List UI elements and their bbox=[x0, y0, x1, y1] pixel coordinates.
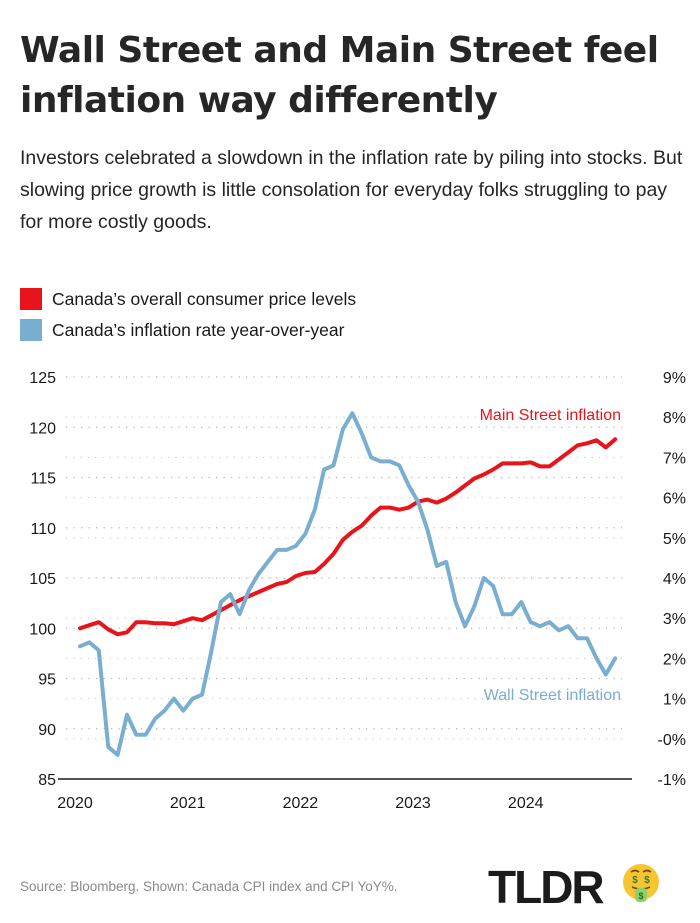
y-right-tick-label: 6% bbox=[663, 491, 686, 508]
legend-item-yoy: Canada’s inflation rate year-over-year bbox=[20, 319, 344, 341]
y-left-tick-label: 105 bbox=[29, 571, 56, 588]
chart-subtitle: Investors celebrated a slowdown in the i… bbox=[20, 147, 683, 233]
y-right-tick-label: 9% bbox=[663, 370, 686, 387]
legend-swatch-red bbox=[20, 288, 42, 310]
x-tick-label: 2021 bbox=[170, 795, 206, 812]
svg-text:$: $ bbox=[644, 875, 650, 886]
source-note: Source: Bloomberg. Shown: Canada CPI ind… bbox=[20, 879, 398, 894]
y-axis-left: 125 120 115 110 105 100 95 90 85 bbox=[29, 370, 56, 789]
x-tick-label: 2023 bbox=[395, 795, 431, 812]
annotations: Main Street inflation Wall Street inflati… bbox=[480, 407, 621, 704]
y-right-tick-label: 8% bbox=[663, 410, 686, 427]
legend-label-cpi: Canada’s overall consumer price levels bbox=[52, 288, 357, 309]
series-lines bbox=[78, 411, 618, 757]
y-right-tick-label: 7% bbox=[663, 450, 686, 467]
y-right-tick-label: -1% bbox=[658, 772, 686, 789]
y-left-tick-label: 95 bbox=[38, 672, 56, 689]
y-left-tick-label: 110 bbox=[30, 521, 56, 538]
annotation-main-street: Main Street inflation bbox=[480, 407, 621, 424]
x-axis: 2020 2021 2022 2023 2024 bbox=[57, 778, 632, 812]
y-axis-right: 9% 8% 7% 6% 5% 4% 3% 2% 1% -0% -1% bbox=[658, 370, 686, 789]
legend-label-yoy: Canada’s inflation rate year-over-year bbox=[52, 319, 345, 340]
x-tick-label: 2022 bbox=[283, 795, 319, 812]
tldr-logo: TLDR bbox=[488, 861, 605, 913]
y-right-tick-label: 3% bbox=[663, 611, 686, 628]
series-line-cpi bbox=[78, 437, 618, 637]
y-right-tick-label: 4% bbox=[663, 571, 686, 588]
money-mouth-face-icon: $ $ $ bbox=[623, 864, 659, 902]
legend-swatch-blue bbox=[20, 319, 42, 341]
y-left-tick-label: 85 bbox=[38, 772, 56, 789]
chart-title: Wall Street and Main Street feel inflati… bbox=[20, 30, 659, 121]
svg-text:$: $ bbox=[632, 875, 638, 886]
x-tick-label: 2020 bbox=[57, 795, 93, 812]
y-left-tick-label: 90 bbox=[38, 722, 56, 739]
legend-item-cpi: Canada’s overall consumer price levels bbox=[20, 288, 356, 310]
y-right-tick-label: 2% bbox=[663, 651, 686, 668]
series-line-yoy bbox=[78, 411, 618, 757]
y-left-tick-label: 120 bbox=[29, 420, 56, 437]
annotation-wall-street: Wall Street inflation bbox=[484, 687, 621, 704]
y-left-tick-label: 100 bbox=[29, 621, 56, 638]
y-right-tick-label: -0% bbox=[658, 732, 686, 749]
y-right-tick-label: 1% bbox=[663, 692, 686, 709]
y-left-tick-label: 125 bbox=[29, 370, 56, 387]
y-right-tick-label: 5% bbox=[663, 531, 686, 548]
svg-text:$: $ bbox=[638, 891, 643, 901]
y-left-tick-label: 115 bbox=[30, 471, 56, 488]
x-tick-label: 2024 bbox=[508, 795, 544, 812]
